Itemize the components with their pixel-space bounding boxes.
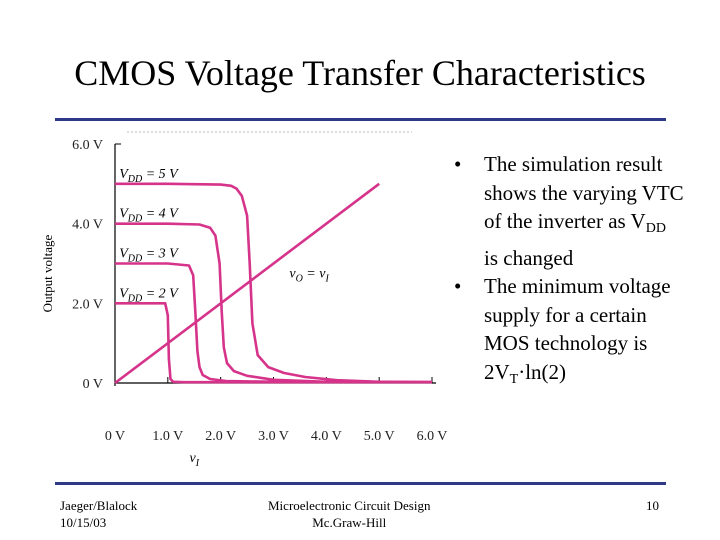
footer-page-number: 10	[646, 498, 659, 513]
x-tick-label: 1.0 V	[152, 429, 183, 444]
y-tick-label: 2.0 V	[72, 297, 103, 312]
bullet-2-subscript: T	[509, 371, 519, 387]
footer-date: 10/15/03	[60, 515, 107, 530]
bullet-2-text: The minimum voltage supply for a certain…	[484, 274, 671, 384]
bullet-item-1: • The simulation result shows the varying…	[450, 150, 685, 272]
top-divider	[55, 118, 666, 121]
footer-book-block: Microelectronic Circuit Design Mc.Graw-H…	[268, 497, 430, 531]
bullet-item-2: • The minimum voltage supply for a certai…	[450, 272, 685, 394]
series-label-5: vO = vI	[289, 266, 329, 284]
y-tick-label: 4.0 V	[72, 218, 103, 233]
series-line-4	[115, 302, 432, 384]
bullet-1-text: The simulation result shows the varying …	[484, 152, 684, 233]
x-tick-label: 5.0 V	[364, 429, 395, 444]
x-tick-label: 6.0 V	[417, 429, 448, 444]
bottom-divider	[55, 482, 666, 485]
vtc-chart: 0 V 1.0 V 2.0 V 3.0 V 4.0 V 5.0 V 6.0 V 0 V 2.0 …	[40, 131, 448, 469]
bullet-1-suffix: is changed	[484, 245, 574, 270]
footer-author: Jaeger/Blalock	[60, 498, 138, 513]
bullet-list: • The simulation result shows the varying…	[450, 150, 685, 394]
bullet-2-suffix: ·ln(2)	[518, 359, 567, 384]
x-axis-label: vI	[189, 451, 199, 469]
series-label-4: VDD = 2 V	[119, 286, 179, 304]
y-axis-label: Output voltage	[40, 234, 55, 312]
footer-publisher: Mc.Graw-Hill	[312, 515, 387, 530]
series-line-5	[114, 182, 380, 385]
bullet-1-subscript: DD	[645, 221, 666, 236]
series-label-2: VDD = 4 V	[119, 207, 179, 225]
x-tick-label: 3.0 V	[258, 429, 289, 444]
footer-book: Microelectronic Circuit Design	[268, 498, 431, 513]
series-line-1	[115, 182, 433, 384]
footer-author-block: Jaeger/Blalock 10/15/03	[60, 497, 137, 531]
y-tick-label: 6.0 V	[72, 138, 103, 153]
series-label-3: VDD = 3 V	[119, 247, 179, 265]
y-tick-label: 0 V	[83, 377, 103, 392]
x-tick-label: 2.0 V	[205, 429, 236, 444]
x-tick-label: 4.0 V	[311, 429, 342, 444]
series-line-2	[115, 222, 433, 384]
bullet-dot-icon: •	[454, 152, 462, 176]
x-tick-label: 0 V	[105, 429, 125, 444]
series-label-1: VDD = 5 V	[119, 167, 179, 185]
slide-title: CMOS Voltage Transfer Characteristics	[74, 53, 646, 93]
bullet-dot-icon: •	[454, 274, 462, 298]
series-line-3	[115, 262, 433, 384]
